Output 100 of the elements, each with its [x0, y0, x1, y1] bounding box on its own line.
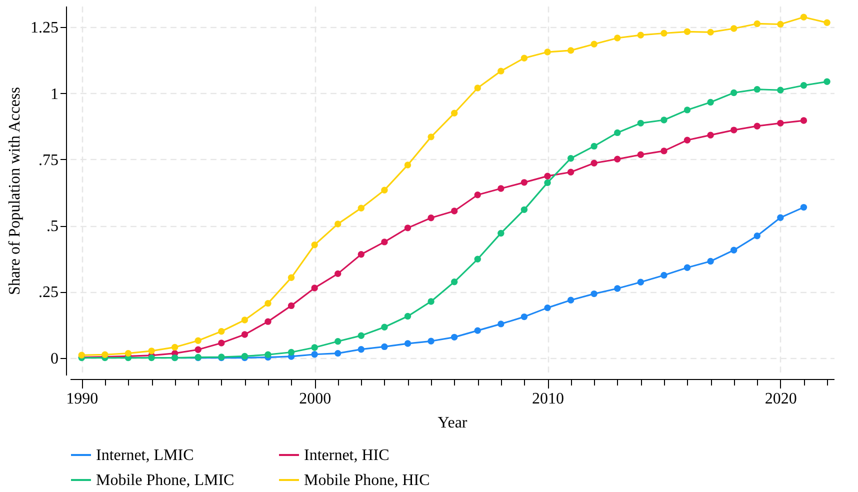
point	[358, 251, 365, 258]
point	[334, 270, 342, 278]
point	[614, 34, 621, 42]
point	[520, 179, 528, 186]
point	[358, 332, 365, 339]
point	[520, 54, 528, 62]
point	[754, 86, 760, 93]
point	[450, 278, 458, 286]
point	[381, 343, 388, 350]
point	[544, 179, 551, 186]
x-axis-title: Year	[438, 414, 468, 432]
point	[334, 338, 342, 345]
point	[171, 344, 178, 351]
point	[428, 214, 434, 222]
point	[474, 84, 481, 92]
point	[567, 168, 574, 176]
point	[148, 354, 155, 362]
y-tick-label: .25	[38, 284, 58, 302]
point	[800, 117, 808, 124]
y-tick-label: 0	[50, 350, 58, 368]
point	[520, 206, 528, 214]
x-tick-label: 1990	[66, 390, 98, 408]
point	[544, 48, 551, 56]
point	[800, 204, 808, 211]
point	[707, 132, 714, 138]
point	[754, 20, 760, 28]
point	[288, 348, 295, 356]
point	[614, 156, 621, 162]
point	[498, 185, 504, 192]
legend-label: Mobile Phone, LMIC	[96, 472, 234, 489]
point	[637, 151, 644, 158]
point	[358, 204, 365, 212]
point	[707, 258, 714, 265]
point	[520, 313, 528, 320]
point	[730, 246, 738, 254]
point	[777, 86, 784, 94]
point	[590, 290, 598, 298]
point	[800, 82, 808, 89]
y-tick-label: 1.25	[30, 20, 58, 37]
point	[311, 242, 318, 248]
point	[404, 162, 412, 168]
point	[102, 351, 108, 358]
point	[754, 122, 760, 130]
point	[241, 316, 248, 324]
point	[381, 186, 388, 194]
point	[800, 14, 808, 20]
point	[311, 344, 318, 351]
point	[567, 47, 574, 54]
point	[777, 214, 784, 221]
point	[730, 89, 738, 96]
point	[194, 337, 202, 344]
point	[264, 300, 272, 307]
point	[684, 264, 691, 271]
point	[684, 136, 691, 144]
point	[730, 126, 738, 134]
point	[660, 272, 668, 279]
point	[428, 298, 434, 305]
point	[637, 278, 644, 286]
point	[544, 172, 551, 180]
point	[498, 230, 504, 237]
point	[381, 324, 388, 330]
point	[614, 129, 621, 136]
point	[824, 78, 830, 85]
legend-label: Internet, HIC	[304, 447, 390, 464]
point	[777, 20, 784, 28]
legend-label: Internet, LMIC	[96, 447, 194, 464]
point	[404, 224, 412, 232]
x-tick-label: 2000	[299, 390, 332, 408]
point	[428, 134, 434, 140]
x-tick-label: 2010	[532, 390, 564, 408]
point	[614, 285, 621, 292]
point	[428, 338, 434, 344]
point	[777, 120, 784, 127]
y-axis-title: Share of Population with Access	[6, 87, 24, 295]
point	[288, 302, 295, 310]
point	[684, 28, 691, 36]
point	[334, 220, 342, 228]
point	[264, 318, 272, 325]
point	[288, 274, 295, 282]
point	[637, 32, 644, 38]
point	[311, 351, 318, 358]
point	[264, 351, 272, 358]
point	[450, 110, 458, 116]
point	[660, 116, 668, 124]
point	[334, 350, 342, 357]
point	[684, 106, 691, 114]
point	[590, 40, 598, 48]
point	[498, 320, 504, 328]
point	[660, 30, 668, 37]
point	[637, 120, 644, 127]
x-tick-label: 2020	[764, 390, 797, 408]
point	[148, 348, 155, 354]
point	[707, 28, 714, 36]
point	[474, 256, 481, 262]
legend-label: Mobile Phone, HIC	[304, 472, 430, 489]
point	[450, 334, 458, 341]
point	[754, 232, 760, 240]
point	[590, 160, 598, 166]
point	[311, 284, 318, 292]
point	[194, 346, 202, 353]
